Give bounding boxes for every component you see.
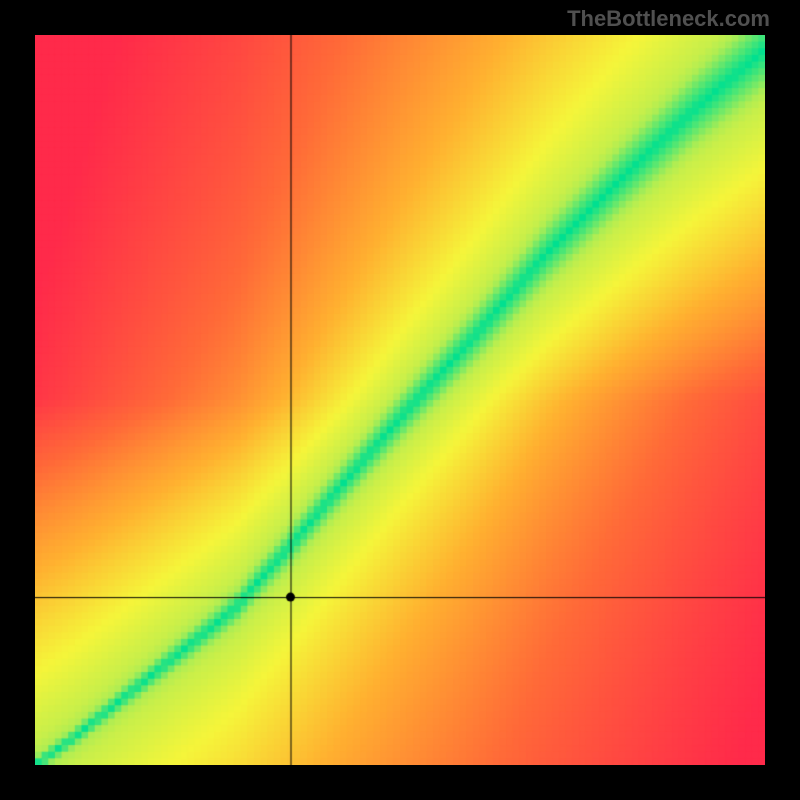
- chart-container: TheBottleneck.com: [0, 0, 800, 800]
- heatmap-canvas: [35, 35, 765, 765]
- watermark-text: TheBottleneck.com: [567, 6, 770, 32]
- plot-area: [35, 35, 765, 765]
